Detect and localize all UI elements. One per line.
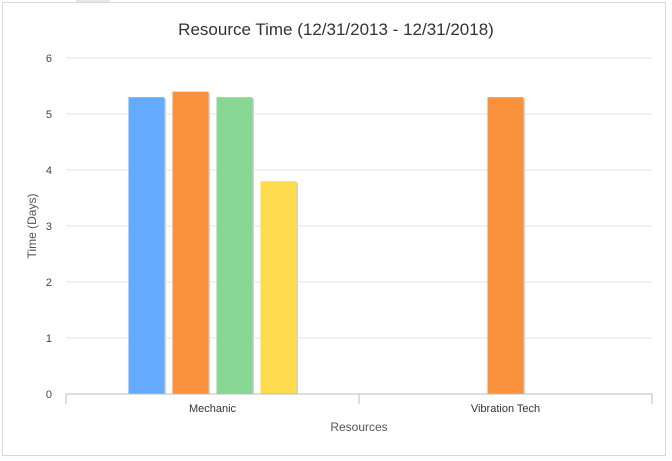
y-tick-label: 5 bbox=[46, 109, 52, 121]
chart-title: Resource Time (12/31/2013 - 12/31/2018) bbox=[178, 20, 494, 39]
y-tick-label: 4 bbox=[46, 165, 52, 177]
bar-mechanic-1[interactable] bbox=[172, 91, 209, 394]
y-tick-label: 0 bbox=[46, 389, 52, 401]
x-axis: Mechanic Vibration Tech bbox=[65, 393, 653, 415]
bar-mechanic-2[interactable] bbox=[216, 97, 253, 394]
top-tab-indicator bbox=[76, 0, 110, 2]
y-tick-label: 6 bbox=[46, 53, 52, 65]
bar-vibration-tech-1[interactable] bbox=[487, 97, 524, 394]
y-tick-label: 2 bbox=[46, 277, 52, 289]
y-axis-label: Time (Days) bbox=[25, 194, 39, 259]
bar-mechanic-3[interactable] bbox=[260, 181, 297, 394]
x-tick-label: Mechanic bbox=[189, 403, 237, 415]
y-tick-label: 3 bbox=[46, 221, 52, 233]
y-axis-ticks: 0 1 2 3 4 5 6 bbox=[46, 53, 52, 401]
chart-frame bbox=[2, 2, 666, 456]
bar-mechanic-0[interactable] bbox=[128, 97, 165, 394]
y-tick-label: 1 bbox=[46, 333, 52, 345]
bars bbox=[128, 91, 525, 394]
x-axis-label: Resources bbox=[330, 420, 387, 434]
x-tick-label: Vibration Tech bbox=[471, 403, 540, 415]
